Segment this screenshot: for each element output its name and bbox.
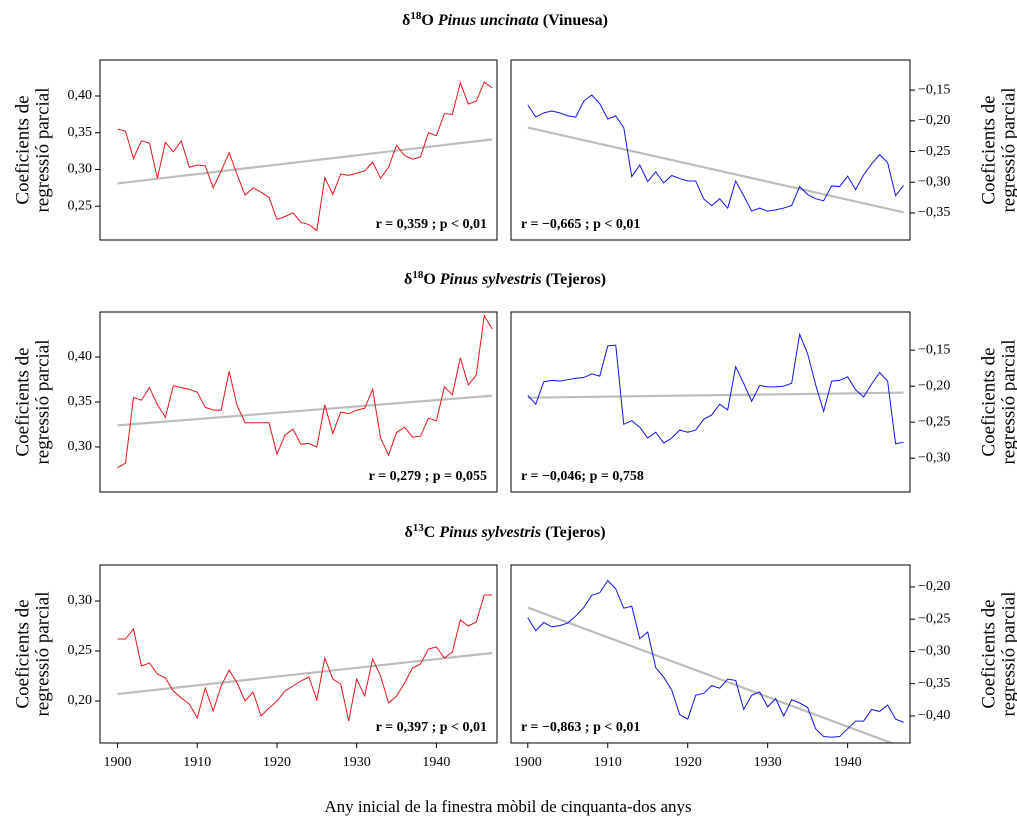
row-title: δ13C Pinus sylvestris (Tejeros) [404,522,605,541]
annotation: r = 0,279 ; p = 0,055 [369,469,487,484]
title-symbol: δ [404,524,412,541]
title-species: Pinus sylvestris [438,524,541,541]
x-tick-label: 1900 [514,755,542,770]
y-tick-label: 0,30 [68,439,93,454]
x-axis-label: Any inicial de la finestra mòbil de cinq… [324,797,691,816]
y-axis-label: regressió parcial [998,87,1017,212]
x-tick-label: 1940 [422,755,450,770]
title-site: (Tejeros) [546,271,606,288]
title-site: (Tejeros) [545,524,605,541]
y-tick-label: 0,40 [68,88,93,103]
plot-frame [510,311,911,493]
y-tick-label: 0,40 [68,349,93,364]
y-tick-label: −0,20 [918,113,950,128]
y-axis-label: regressió parcial [32,339,53,464]
trend-line [117,138,493,185]
x-tick-label: 1910 [183,755,211,770]
data-line [117,81,493,232]
x-tick-label: 1930 [343,755,371,770]
title-symbol: δ [404,271,412,288]
x-tick-label: 1920 [263,755,291,770]
x-tick-label: 1930 [754,755,782,770]
y-axis-label: regressió parcial [998,339,1017,464]
plot-frame [99,311,498,493]
y-axis-label: Coeficients de [12,599,33,708]
trend-line [527,126,904,214]
x-tick-label: 1940 [834,755,862,770]
y-tick-label: −0,35 [918,676,950,691]
y-tick-label: −0,15 [918,342,950,357]
title-element: O [423,271,435,288]
y-tick-label: −0,15 [918,82,950,97]
x-tick-label: 1900 [104,755,132,770]
y-tick-label: −0,30 [918,174,950,189]
trend-line [527,391,904,399]
title-isotope: 13 [413,522,425,534]
row-title: δ18O Pinus uncinata (Vinuesa) [402,10,608,29]
y-axis-label: Coeficients de [12,95,33,204]
title-species: Pinus sylvestris [439,271,542,288]
y-tick-label: −0,30 [918,644,950,659]
plot-frame [99,59,498,241]
y-tick-label: 0,25 [68,643,93,658]
y-axis-label: regressió parcial [32,591,53,716]
trend-line [527,606,895,743]
title-species: Pinus uncinata [437,12,539,29]
y-tick-label: 0,20 [68,693,93,708]
data-line [117,314,493,469]
trend-line [117,394,493,427]
title-site: (Vinuesa) [543,12,608,29]
title-element: C [424,524,436,541]
annotation: r = 0,397 ; p < 0,01 [376,720,487,735]
y-axis-label: Coeficients de [978,347,999,456]
y-axis-label: Coeficients de [978,95,999,204]
annotation: r = −0,863 ; p < 0,01 [521,720,640,735]
y-tick-label: 0,35 [68,125,93,140]
y-tick-label: −0,40 [918,708,950,723]
annotation: r = −0,046; p = 0,758 [521,469,644,484]
title-element: O [421,12,433,29]
title-symbol: δ [402,12,410,29]
y-tick-label: −0,25 [918,144,950,159]
y-tick-label: 0,35 [68,394,93,409]
title-isotope: 18 [412,269,424,281]
y-axis-label: Coeficients de [978,599,999,708]
x-tick-label: 1920 [674,755,702,770]
y-tick-label: 0,30 [68,593,93,608]
annotation: r = 0,359 ; p < 0,01 [376,217,487,232]
y-tick-label: 0,30 [68,162,93,177]
plot-frame [510,564,911,744]
y-tick-label: −0,20 [918,378,950,393]
title-isotope: 18 [410,10,422,22]
y-tick-label: −0,35 [918,205,950,220]
y-tick-label: −0,25 [918,611,950,626]
y-axis-label: Coeficients de [12,347,33,456]
annotation: r = −0,665 ; p < 0,01 [521,217,640,232]
data-line [527,94,904,212]
plot-frame [99,564,498,744]
y-tick-label: −0,20 [918,579,950,594]
data-line [527,332,904,445]
y-axis-label: regressió parcial [998,591,1017,716]
data-line [117,594,493,722]
trend-line [117,651,493,696]
y-tick-label: −0,25 [918,414,950,429]
y-tick-label: 0,25 [68,198,93,213]
row-title: δ18O Pinus sylvestris (Tejeros) [404,269,606,288]
y-axis-label: regressió parcial [32,87,53,212]
y-tick-label: −0,30 [918,450,950,465]
data-line [527,579,904,738]
x-tick-label: 1910 [594,755,622,770]
plot-frame [510,59,911,241]
